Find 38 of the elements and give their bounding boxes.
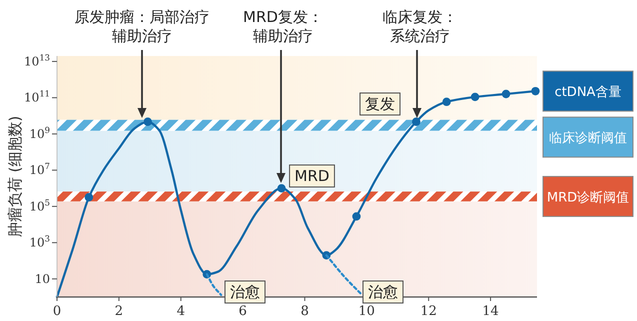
text: MRD复发：辅助治疗 [243,8,323,45]
x-tick-label: 8 [300,304,309,319]
legend: ctDNA含量 [542,70,634,112]
annotation: MRD [294,167,330,185]
y-tick-label: 10 [34,272,50,286]
series-label: ctDNA含量 [554,85,622,100]
annotation: 治愈 [230,283,260,301]
x-tick-label: 6 [238,304,247,319]
x-tick-label: 10 [358,304,375,319]
point [84,193,94,202]
band-label: MRD诊断阈值 [546,190,630,206]
y-axis-title: 肿瘤负荷 (细胞数) [6,116,24,238]
legend: 临床诊断阈值 [542,116,634,158]
y-tick-label: 10$^{9}$ [29,124,50,141]
text: 临床复发：系统治疗 [382,8,458,45]
y-tick-label: 10$^{5}$ [29,197,50,214]
x-tick-label: 4 [176,304,186,319]
x-tick-label: 14 [482,304,499,319]
point [442,98,451,106]
point [470,92,480,102]
point [277,184,286,192]
annotation: 复发 [365,95,395,113]
x-tick-label: 12 [420,304,437,319]
legend: MRD诊断阈值 [542,176,634,217]
point [412,118,420,126]
y-tick-label: 10$^{11}$ [24,88,50,105]
y-tick-label: 10$^{7}$ [29,161,50,178]
point [144,118,152,126]
x-tick-label: 2 [114,304,124,319]
annotation: 治愈 [368,283,398,301]
text: 原发肿瘤：局部治疗辅助治疗 [74,8,210,45]
band-label: 临床诊断阈值 [549,131,627,146]
point [531,86,540,96]
y-tick-label: 10$^{3}$ [29,234,50,250]
x-tick-label: 0 [52,304,62,319]
point [352,212,361,221]
point [502,90,510,98]
y-tick-label: 10$^{13}$ [24,52,50,68]
